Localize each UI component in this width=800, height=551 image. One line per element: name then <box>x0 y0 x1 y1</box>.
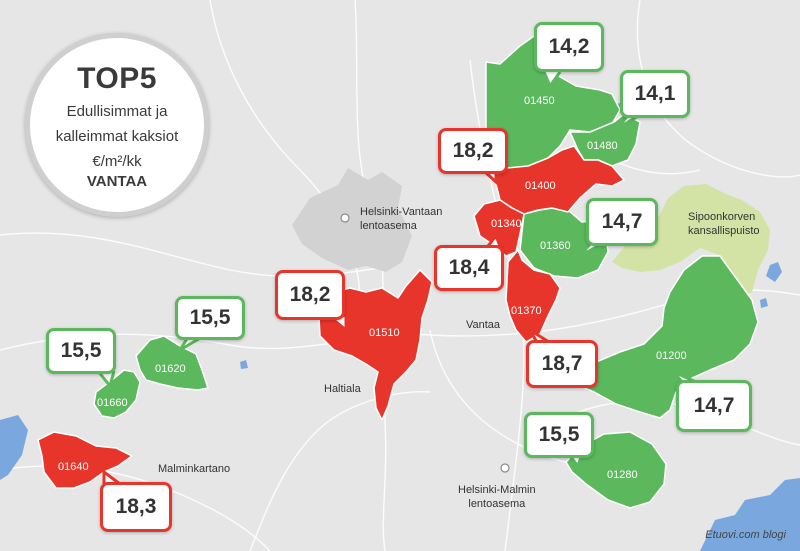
price-callout-01400: 18,2 <box>438 128 508 174</box>
price-callout-01200: 14,7 <box>676 380 752 432</box>
airport-marker-malmi <box>500 463 510 473</box>
place-helsinki-vantaa-line-2: lentoasema <box>360 220 417 232</box>
postal-label-01370: 01370 <box>511 305 542 317</box>
price-callout-01370: 18,7 <box>526 340 598 388</box>
place-helsinki-malmi-line-2: lentoasema <box>468 498 526 510</box>
place-malminkartano: Malminkartano <box>158 463 231 475</box>
place-sipoonkorpi-line-2: kansallispuisto <box>688 225 760 237</box>
helsinki-vantaa-airport-area <box>292 168 412 272</box>
area-01370-shape <box>505 249 561 343</box>
postal-label-01360: 01360 <box>540 240 571 252</box>
place-helsinki-vantaa: Helsinki-Vantaan lentoasema <box>360 205 442 233</box>
title-city: VANTAA <box>86 173 148 190</box>
price-callout-01640: 18,3 <box>100 482 172 532</box>
area-01340-shape <box>473 199 525 257</box>
postal-label-01280: 01280 <box>607 469 638 481</box>
place-sipoonkorpi-line-1: Sipoonkorven <box>688 211 756 223</box>
price-callout-01340: 18,4 <box>434 245 504 291</box>
title-line-2: kalleimmat kaksiot <box>55 128 179 145</box>
postal-label-01400: 01400 <box>525 180 556 192</box>
postal-label-01450: 01450 <box>524 95 555 107</box>
airport-marker-vantaa <box>340 213 350 223</box>
area-01620-shape <box>135 335 209 391</box>
price-callout-01510: 18,2 <box>275 270 345 320</box>
price-callout-01360: 14,7 <box>586 198 658 246</box>
postal-label-01340: 01340 <box>491 218 522 230</box>
place-sipoonkorpi: Sipoonkorven kansallispuisto <box>688 210 760 238</box>
place-helsinki-malmi-line-1: Helsinki-Malmin <box>458 484 536 496</box>
area-01200-shape <box>573 255 759 419</box>
price-callout-01480: 14,1 <box>620 70 690 118</box>
source-credit: Etuovi.com blogi <box>705 529 786 541</box>
title-unit: €/m²/kk <box>92 153 142 170</box>
postal-label-01510: 01510 <box>369 327 400 339</box>
area-01400-shape <box>493 145 625 215</box>
price-callout-01280: 15,5 <box>524 412 594 458</box>
title-badge: TOP5 Edullisimmat ja kalleimmat kaksiot … <box>25 33 209 217</box>
postal-label-01480: 01480 <box>587 140 618 152</box>
postal-label-01640: 01640 <box>58 461 89 473</box>
place-haltiala: Haltiala <box>324 383 361 395</box>
title-line-1: Edullisimmat ja <box>66 103 168 120</box>
place-helsinki-malmi: Helsinki-Malmin lentoasema <box>458 483 536 511</box>
place-vantaa: Vantaa <box>466 319 501 331</box>
area-01640-shape <box>37 431 133 489</box>
area-01510-shape <box>317 269 433 421</box>
place-helsinki-vantaa-line-1: Helsinki-Vantaan <box>360 206 443 218</box>
sipoonkorpi-park-area <box>612 184 770 296</box>
title-heading: TOP5 <box>77 62 157 95</box>
postal-label-01200: 01200 <box>656 350 687 362</box>
area-01660-shape <box>93 369 141 419</box>
price-callout-01620: 15,5 <box>175 296 245 340</box>
postal-label-01660: 01660 <box>97 397 128 409</box>
water-bodies <box>0 103 800 551</box>
price-callout-01660: 15,5 <box>46 328 116 374</box>
postal-label-01620: 01620 <box>155 363 186 375</box>
price-callout-01450: 14,2 <box>534 22 604 72</box>
